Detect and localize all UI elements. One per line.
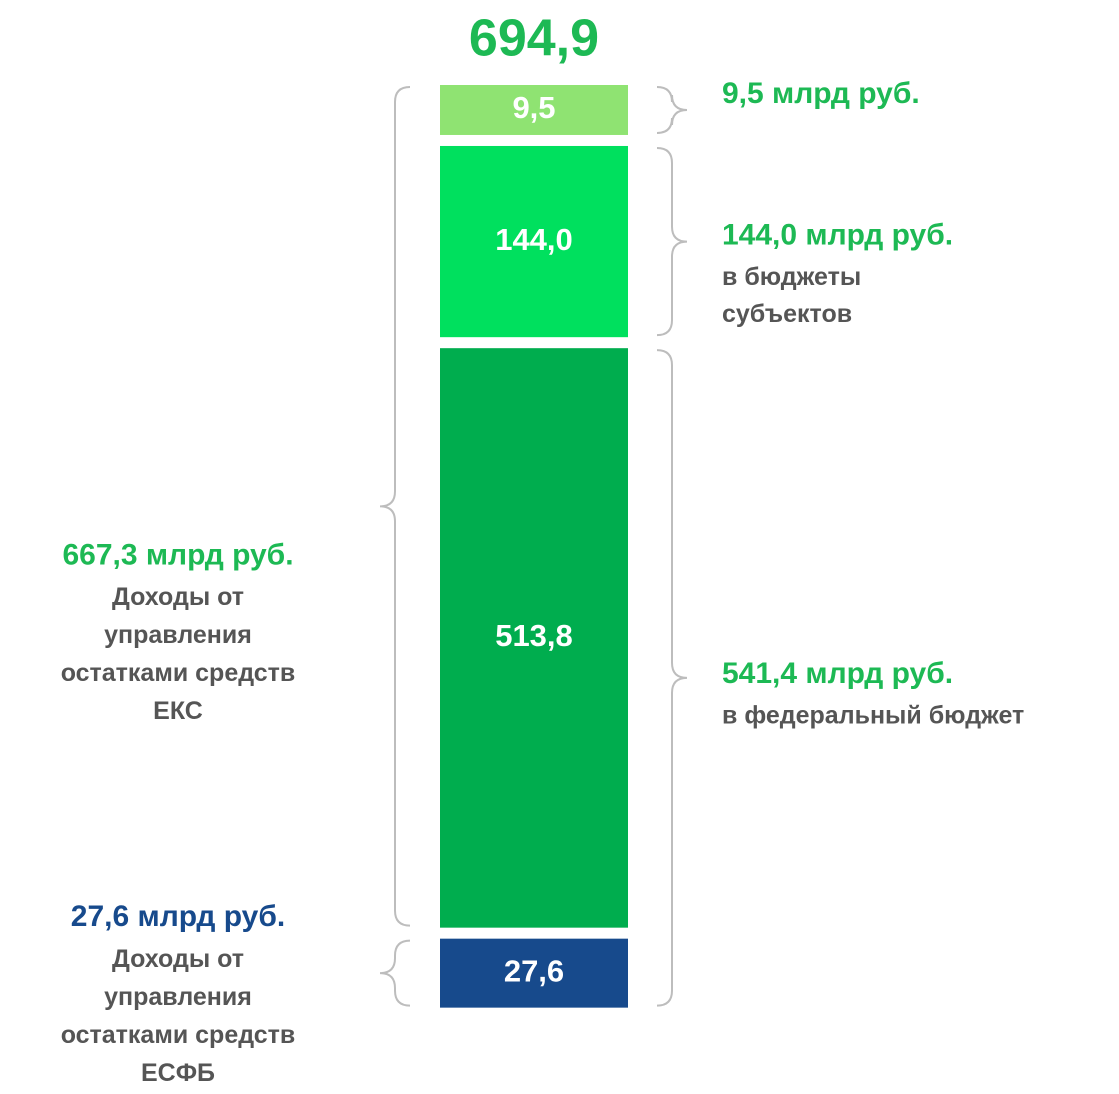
- brace: [656, 349, 688, 1007]
- bar-segment: [440, 145, 628, 338]
- segment-label: 513,8: [495, 618, 573, 653]
- annotation-text: остатками средств: [61, 1021, 296, 1049]
- brace: [656, 86, 688, 134]
- annotation-text: ЕКС: [153, 697, 203, 725]
- brace: [379, 939, 411, 1007]
- annotation-title: 9,5 млрд руб.: [722, 77, 920, 110]
- bar-segment: [440, 938, 628, 1008]
- annotation-title: 144,0 млрд руб.: [722, 218, 953, 251]
- brace: [656, 146, 688, 337]
- segment-label: 144,0: [495, 222, 573, 257]
- annotation-text: Доходы от: [112, 945, 244, 973]
- annotation-text: субъектов: [722, 300, 852, 328]
- bar-segment: [440, 348, 628, 928]
- annotation-title: 27,6 млрд руб.: [71, 900, 285, 933]
- annotation-text: остатками средств: [61, 659, 296, 687]
- annotation-text: в федеральный бюджет: [722, 702, 1024, 730]
- annotation-title: 541,4 млрд руб.: [722, 657, 953, 690]
- total-label: 694,9: [469, 10, 599, 68]
- segment-label: 9,5: [512, 90, 555, 125]
- annotation-text: управления: [104, 621, 252, 649]
- brace: [379, 86, 411, 927]
- annotation-title: 667,3 млрд руб.: [62, 538, 293, 571]
- annotation-text: Доходы от: [112, 583, 244, 611]
- annotation-text: в бюджеты: [722, 263, 861, 291]
- segment-label: 27,6: [504, 953, 564, 988]
- annotation-text: управления: [104, 983, 252, 1011]
- bar-segment: [440, 85, 628, 135]
- annotation-text: ЕСФБ: [141, 1059, 215, 1087]
